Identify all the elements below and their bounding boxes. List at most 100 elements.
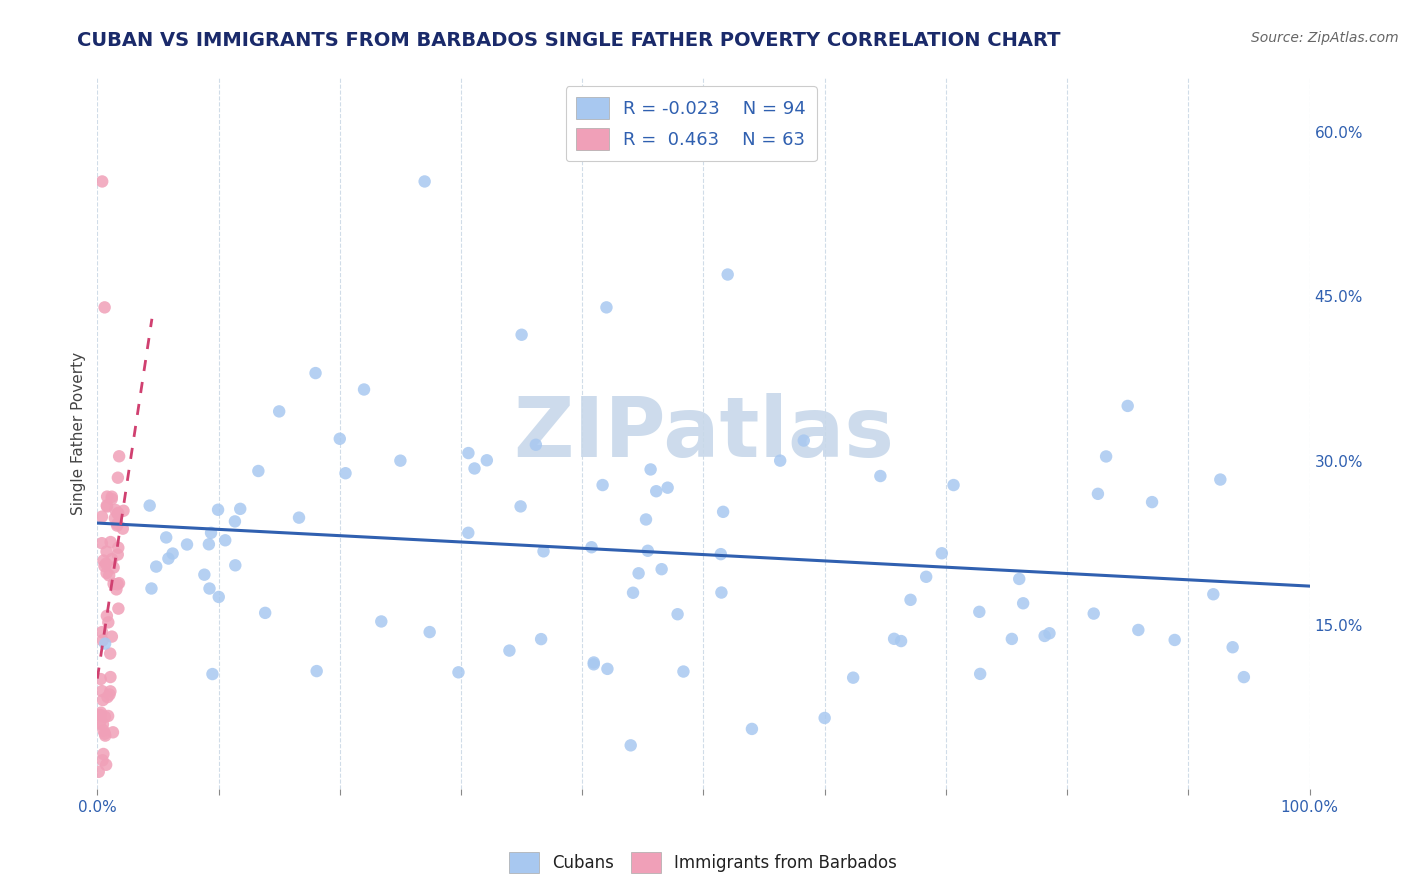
Point [101,630,124,644]
Point [107,541,129,555]
Point [741,722,763,736]
Point [94,726,117,740]
Point [620,739,643,753]
Point [533,544,555,558]
Point [651,562,673,576]
Point [370,615,392,629]
Point [711,505,734,519]
Point [91,717,114,731]
Point [105,518,128,533]
Point [666,607,689,622]
Point [193,567,215,582]
Point [1012,596,1035,610]
Point [717,268,740,282]
Point [96,544,118,558]
Point [98,568,121,582]
Point [93,553,115,567]
Point [105,582,128,597]
Point [582,657,605,672]
Point [498,643,520,657]
Point [91,684,114,698]
Point [1095,450,1118,464]
Point [97,709,120,723]
Point [103,577,125,591]
Point [107,507,129,521]
Point [1008,572,1031,586]
Point [89,716,111,731]
Point [1163,632,1185,647]
Point [112,504,135,518]
Point [1083,607,1105,621]
Point [224,558,246,573]
Point [710,547,733,561]
Point [91,509,114,524]
Point [657,481,679,495]
Point [621,586,644,600]
Point [101,490,124,504]
Point [100,535,122,549]
Point [87,764,110,779]
Point [155,531,177,545]
Point [637,543,659,558]
Point [447,665,470,680]
Point [100,491,122,506]
Point [100,670,122,684]
Point [98,647,121,661]
Point [288,510,311,524]
Point [208,590,231,604]
Point [108,450,131,464]
Point [91,625,114,640]
Point [510,327,533,342]
Point [413,174,436,188]
Point [463,461,485,475]
Point [419,625,441,640]
Point [93,747,115,761]
Point [111,522,134,536]
Point [107,506,129,520]
Point [94,557,117,571]
Point [91,693,114,707]
Point [96,608,118,623]
Point [890,634,912,648]
Point [389,453,412,467]
Point [198,582,221,596]
Point [305,664,328,678]
Point [94,637,117,651]
Point [157,551,180,566]
Point [108,576,131,591]
Point [93,723,115,738]
Point [97,615,120,630]
Point [595,301,617,315]
Point [100,684,122,698]
Point [627,566,650,581]
Point [915,570,938,584]
Point [1033,629,1056,643]
Point [640,462,662,476]
Point [90,706,112,720]
Y-axis label: Single Father Poverty: Single Father Poverty [72,351,86,515]
Point [1038,626,1060,640]
Point [457,525,479,540]
Point [793,434,815,448]
Point [229,501,252,516]
Point [581,540,603,554]
Point [710,585,733,599]
Point [1087,487,1109,501]
Point [93,559,115,574]
Point [101,725,124,739]
Point [201,667,224,681]
Point [1001,632,1024,646]
Point [596,662,619,676]
Point [94,729,117,743]
Point [91,174,114,188]
Point [842,671,865,685]
Point [592,478,614,492]
Point [475,453,498,467]
Point [94,710,117,724]
Point [91,633,114,648]
Point [457,446,479,460]
Point [1202,587,1225,601]
Point [1209,473,1232,487]
Point [509,500,531,514]
Point [969,605,991,619]
